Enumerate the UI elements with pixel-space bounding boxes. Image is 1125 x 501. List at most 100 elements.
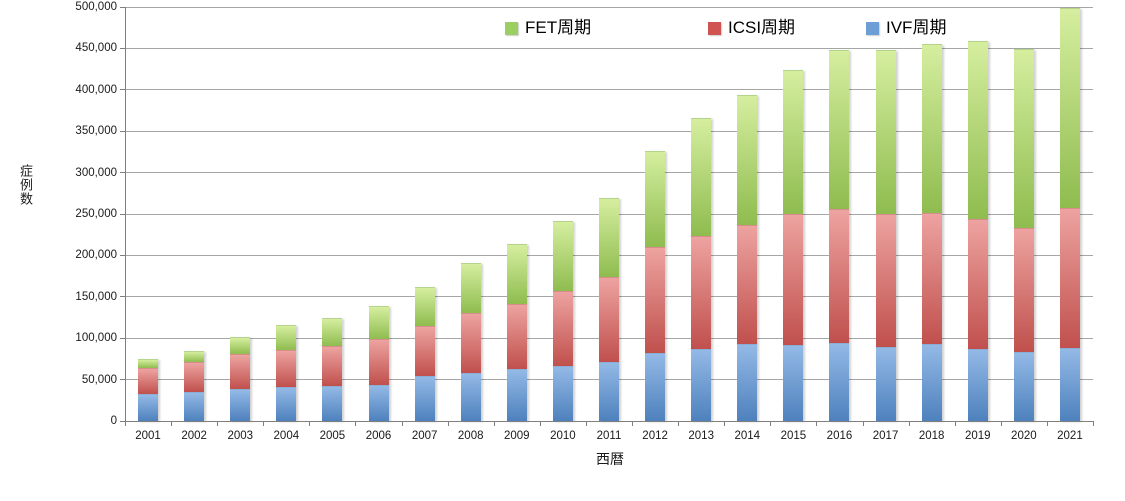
bar-segment-2006-ICSI周期 <box>368 339 389 385</box>
bar-segment-2007-IVF周期 <box>414 375 435 421</box>
legend-label: FET周期 <box>525 18 592 37</box>
bar-segment-2016-ICSI周期 <box>829 209 850 344</box>
bar-segment-2006-FET周期 <box>368 305 389 340</box>
bar-2006 <box>368 305 389 421</box>
bar-segment-2015-IVF周期 <box>783 344 804 421</box>
y-tick-label-350000: 350,000 <box>75 125 117 138</box>
x-tick-label-2013: 2013 <box>688 430 714 442</box>
x-tick-label-2007: 2007 <box>411 430 438 442</box>
bar-segment-2003-ICSI周期 <box>230 354 251 389</box>
bar-segment-2020-FET周期 <box>1013 48 1034 229</box>
gridline-350000 <box>125 130 1093 132</box>
x-tick-label-2009: 2009 <box>504 430 530 442</box>
legend-swatch-icon <box>505 21 518 35</box>
bar-segment-2015-ICSI周期 <box>783 213 804 345</box>
bar-segment-2021-IVF周期 <box>1059 348 1080 421</box>
bar-segment-2019-FET周期 <box>967 41 988 219</box>
bar-2005 <box>322 317 343 422</box>
bar-segment-2004-ICSI周期 <box>276 349 297 387</box>
x-tick-label-2021: 2021 <box>1057 430 1083 442</box>
x-tick-label-2008: 2008 <box>457 430 484 442</box>
bar-segment-2019-IVF周期 <box>967 348 988 421</box>
bar-segment-2011-IVF周期 <box>599 362 619 421</box>
y-tick-mark <box>120 213 125 215</box>
bar-2010 <box>552 220 573 421</box>
x-tick-mark <box>355 422 357 426</box>
x-tick-label-2015: 2015 <box>780 430 807 442</box>
bar-2020 <box>1013 48 1034 421</box>
bar-segment-2012-IVF周期 <box>645 352 666 421</box>
y-tick-label-500000: 500,000 <box>75 1 117 13</box>
x-tick-mark <box>816 422 818 426</box>
bar-segment-2013-ICSI周期 <box>691 235 712 349</box>
bar-2002 <box>184 350 205 421</box>
y-axis-title: 症例数 <box>18 164 33 206</box>
bar-segment-2017-FET周期 <box>875 50 896 214</box>
gridline-400000 <box>125 89 1093 91</box>
bar-segment-2014-ICSI周期 <box>737 224 758 344</box>
y-tick-mark <box>120 47 125 49</box>
y-tick-mark <box>120 379 125 381</box>
x-tick-label-2005: 2005 <box>319 430 346 442</box>
bar-segment-2020-IVF周期 <box>1013 352 1034 421</box>
y-axis-line <box>125 7 126 421</box>
bar-segment-2021-FET周期 <box>1059 8 1080 209</box>
x-tick-mark <box>585 422 587 426</box>
bar-segment-2014-IVF周期 <box>737 343 758 421</box>
bar-2008 <box>460 263 481 421</box>
x-tick-label-2016: 2016 <box>826 430 853 442</box>
bar-segment-2002-ICSI周期 <box>184 361 205 392</box>
bar-segment-2015-FET周期 <box>783 69 804 214</box>
legend-item-IVF周期: IVF周期 <box>866 18 946 38</box>
bar-segment-2007-FET周期 <box>414 286 435 326</box>
x-tick-label-2011: 2011 <box>596 430 622 442</box>
bar-segment-2012-FET周期 <box>645 150 666 248</box>
bar-segment-2009-IVF周期 <box>506 369 527 421</box>
bar-segment-2019-ICSI周期 <box>967 218 988 349</box>
gridline-300000 <box>125 172 1093 174</box>
x-tick-label-2010: 2010 <box>550 430 576 442</box>
bar-2013 <box>691 117 712 421</box>
bar-segment-2003-FET周期 <box>230 336 251 355</box>
bar-segment-2006-IVF周期 <box>368 384 389 421</box>
y-tick-mark <box>120 296 125 298</box>
x-tick-mark <box>309 422 311 426</box>
x-tick-label-2018: 2018 <box>918 430 945 442</box>
bar-segment-2012-ICSI周期 <box>645 247 666 353</box>
gridline-500000 <box>125 6 1093 8</box>
x-tick-label-2014: 2014 <box>734 430 761 442</box>
y-tick-label-400000: 400,000 <box>75 83 117 96</box>
y-tick-mark <box>120 254 125 256</box>
x-axis-line <box>125 421 1094 422</box>
x-tick-mark <box>217 422 219 426</box>
x-tick-label-2020: 2020 <box>1011 430 1037 442</box>
legend: FET周期 ICSI周期 IVF周期 <box>0 0 1125 40</box>
bar-segment-2017-ICSI周期 <box>875 213 896 348</box>
bar-segment-2010-ICSI周期 <box>552 290 573 366</box>
bar-segment-2002-IVF周期 <box>184 391 205 421</box>
x-tick-mark <box>447 422 449 426</box>
bar-segment-2011-ICSI周期 <box>599 276 619 363</box>
y-tick-mark <box>120 172 125 174</box>
bar-2004 <box>276 324 297 421</box>
x-tick-mark <box>954 422 956 426</box>
y-tick-label-100000: 100,000 <box>75 332 117 345</box>
bar-segment-2005-FET周期 <box>322 317 343 347</box>
x-tick-mark <box>1000 422 1002 426</box>
bar-2015 <box>783 69 804 421</box>
x-tick-label-2006: 2006 <box>365 430 392 442</box>
bar-segment-2007-ICSI周期 <box>414 325 435 376</box>
y-tick-label-300000: 300,000 <box>75 166 117 179</box>
bar-segment-2005-ICSI周期 <box>322 346 343 386</box>
bar-segment-2018-FET周期 <box>921 44 942 214</box>
y-tick-mark <box>120 337 125 339</box>
y-tick-mark <box>120 6 125 8</box>
bar-segment-2003-IVF周期 <box>230 388 251 421</box>
y-tick-label-150000: 150,000 <box>75 290 117 303</box>
bar-segment-2001-FET周期 <box>138 359 159 369</box>
bar-segment-2016-IVF周期 <box>829 343 850 421</box>
bar-2019 <box>967 41 988 421</box>
x-tick-label-2004: 2004 <box>273 430 300 442</box>
bar-segment-2004-FET周期 <box>276 324 297 350</box>
legend-swatch-icon <box>708 21 721 35</box>
